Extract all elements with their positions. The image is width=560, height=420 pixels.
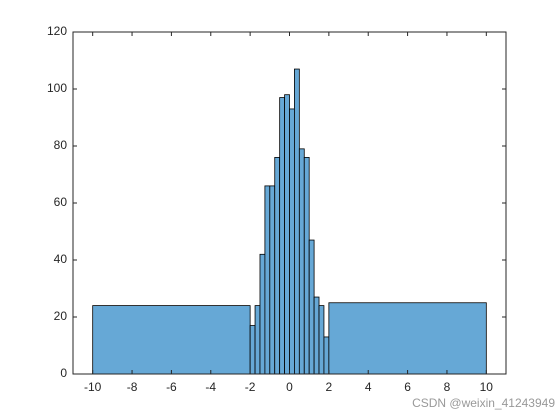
- bar: [92, 305, 251, 375]
- bar: [279, 97, 285, 375]
- x-tick-label: -4: [205, 380, 216, 394]
- x-tick-label: -8: [127, 380, 138, 394]
- bar: [274, 156, 281, 375]
- bar: [313, 296, 320, 375]
- bar: [298, 148, 305, 375]
- bar: [259, 253, 266, 375]
- x-tick-label: 4: [365, 380, 372, 394]
- y-tick-label: 100: [47, 81, 67, 95]
- x-tick-label: -6: [166, 380, 177, 394]
- bar: [264, 185, 271, 375]
- bar: [303, 156, 310, 375]
- y-tick-label: 120: [47, 24, 67, 38]
- y-tick-label: 80: [54, 138, 68, 152]
- y-tick-label: 60: [54, 195, 68, 209]
- bar: [323, 336, 330, 375]
- bar: [328, 302, 487, 375]
- bar: [269, 185, 276, 375]
- x-tick-label: 0: [286, 380, 293, 394]
- y-tick-label: 40: [54, 252, 68, 266]
- x-tick-label: 6: [404, 380, 411, 394]
- x-tick-label: 8: [444, 380, 451, 394]
- bar: [249, 325, 256, 375]
- bar: [294, 68, 300, 375]
- plot-area: [92, 68, 487, 375]
- bar: [284, 94, 290, 375]
- watermark: CSDN @weixin_41243949: [412, 396, 555, 410]
- y-tick-label: 20: [54, 309, 68, 323]
- y-tick-label: 0: [60, 366, 67, 380]
- x-tick-label: -10: [84, 380, 102, 394]
- bar: [289, 108, 295, 375]
- bar: [318, 305, 325, 375]
- x-tick-label: -2: [245, 380, 256, 394]
- bar: [254, 305, 261, 375]
- x-tick-label: 2: [326, 380, 333, 394]
- x-tick-label: 10: [480, 380, 494, 394]
- bar: [308, 239, 315, 375]
